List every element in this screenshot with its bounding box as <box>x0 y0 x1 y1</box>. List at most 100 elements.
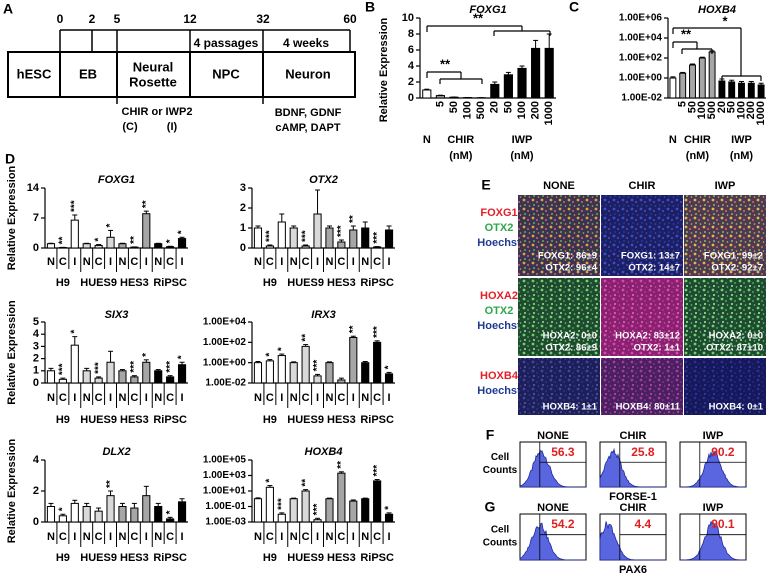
x-tick-label: C <box>337 256 345 268</box>
x-tick-label: N <box>669 134 677 146</box>
histogram <box>680 520 746 561</box>
y-tick-label: 1.00E+00 <box>203 357 247 368</box>
x-tick-label: I <box>73 531 76 543</box>
y-tick-label: 1.00E-01 <box>205 501 246 512</box>
column-header: IWP <box>715 180 736 192</box>
bar <box>253 227 263 249</box>
quantification: OTX2: 86±9 <box>545 343 597 354</box>
bar <box>544 47 554 99</box>
y-tick-label: 5 <box>33 316 39 328</box>
x-tick-label: N <box>254 531 262 543</box>
gate-percent: 90.2 <box>711 445 735 459</box>
significance: ** <box>440 56 451 71</box>
bar <box>166 518 175 523</box>
bar <box>46 506 56 523</box>
x-tick-label: C <box>59 531 67 543</box>
quantification: HOXB4: 0±1 <box>709 402 764 413</box>
stain-label: OTX2 <box>485 305 514 317</box>
bar <box>373 246 382 249</box>
group-label: RiPSC <box>360 552 394 564</box>
bar <box>422 89 432 99</box>
x-tick-label: I <box>73 392 76 404</box>
group-label: HUES9 <box>287 414 324 426</box>
stain-label: HOXA2 <box>480 290 518 302</box>
bar <box>106 236 115 249</box>
bar <box>142 361 151 384</box>
quantification: HOXA2: 0±0 <box>709 331 763 342</box>
x-tick-label: N <box>361 256 369 268</box>
y-axis-label: Cell <box>491 452 510 463</box>
group-label: H9 <box>56 277 70 289</box>
x-tick-label: 20 <box>716 101 728 113</box>
y-axis-label: Relative Expression <box>6 165 18 270</box>
significance: ** <box>336 461 347 469</box>
treatment-code: (I) <box>167 121 178 133</box>
x-tick-label: I <box>145 256 148 268</box>
significance: * <box>276 347 287 351</box>
stage-label: hESC <box>17 66 52 81</box>
y-tick-label: 1.00E-02 <box>205 378 246 389</box>
x-tick-label: I <box>145 392 148 404</box>
y-tick-label: 6 <box>408 44 414 56</box>
significance: *** <box>312 504 323 516</box>
significance: *** <box>312 360 323 372</box>
x-tick-label: C <box>166 392 174 404</box>
x-tick-label: I <box>388 256 391 268</box>
quantification: HOXA2: 83±12 <box>615 331 680 342</box>
x-tick-label: I <box>316 256 319 268</box>
chart-title: HOXB4 <box>698 4 736 16</box>
group-label: HUES9 <box>80 552 117 564</box>
x-tick-label: N <box>325 531 333 543</box>
x-tick-label: 50 <box>448 101 460 113</box>
y-tick-label: 0 <box>33 516 39 528</box>
group-label: HUES9 <box>287 277 324 289</box>
bar <box>349 500 358 523</box>
x-tick-label: 500 <box>475 101 487 119</box>
y-tick-label: 2 <box>240 202 246 214</box>
histogram <box>519 449 586 488</box>
x-tick-label: C <box>95 531 103 543</box>
x-tick-label: N <box>325 256 333 268</box>
y-tick-label: 1.00E+04 <box>203 317 247 328</box>
x-tick-label: C <box>95 392 103 404</box>
gate-percent: 56.3 <box>551 445 575 459</box>
micrograph <box>601 278 683 356</box>
chart-title: SIX3 <box>105 309 129 321</box>
significance: * <box>384 365 395 369</box>
bar <box>698 57 706 99</box>
bar <box>253 498 263 523</box>
y-tick-label: 4 <box>33 328 40 340</box>
x-tick-label: N <box>118 256 126 268</box>
y-axis-label: Relative Expression <box>378 17 390 122</box>
x-tick-label: C <box>337 392 345 404</box>
column-header: NONE <box>537 430 569 442</box>
bar <box>46 243 56 249</box>
group-label: H9 <box>263 277 277 289</box>
micrograph <box>518 358 600 415</box>
day-label: 60 <box>343 12 357 26</box>
y-tick-label: 1.00E-02 <box>621 93 662 104</box>
y-tick-label: 1.00E+00 <box>619 73 663 84</box>
y-tick-label: 3 <box>240 182 246 194</box>
x-tick-label: 200 <box>530 101 542 119</box>
x-tick-label: I <box>352 531 355 543</box>
micrograph <box>518 195 600 276</box>
quantification: HOXB4: 80±11 <box>616 402 681 413</box>
stage-label: EB <box>79 66 97 81</box>
bar <box>325 362 334 384</box>
significance: * <box>177 230 188 234</box>
bar <box>490 83 500 99</box>
bar <box>277 513 286 523</box>
bar <box>679 72 687 99</box>
x-tick-label: N <box>83 256 91 268</box>
group-label: H9 <box>263 552 277 564</box>
bar <box>154 370 163 384</box>
y-tick-label: 1.00E+06 <box>619 13 663 24</box>
significance: * <box>141 353 152 357</box>
x-tick-label: C <box>166 531 174 543</box>
group-label: HUES9 <box>80 414 117 426</box>
bar <box>265 245 274 249</box>
bar <box>373 341 382 384</box>
x-tick-label: 100 <box>696 101 708 119</box>
significance: ** <box>141 200 152 208</box>
